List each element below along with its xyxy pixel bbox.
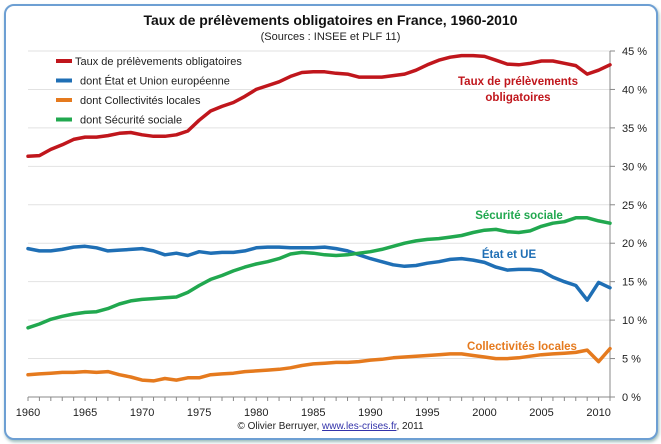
label-securite: Sécurité sociale	[475, 210, 563, 222]
label-collectivites: Collectivités locales	[467, 341, 577, 353]
series-line-2	[26, 346, 612, 383]
x-tick-label: 2005	[529, 407, 553, 419]
chart-subtitle: (Sources : INSEE et PLF 11)	[260, 31, 401, 43]
y-tick-label: 15 %	[622, 277, 647, 289]
y-tick-label: 10 %	[622, 315, 647, 327]
legend-label: dont État et Union européenne	[80, 75, 230, 88]
x-tick-label: 1990	[358, 407, 382, 419]
y-tick-label: 40 %	[622, 84, 647, 96]
chart-title: Taux de prélèvements obligatoires en Fra…	[143, 12, 518, 28]
x-tick-label: 1975	[187, 407, 211, 419]
y-tick-label: 30 %	[622, 161, 647, 173]
y-tick-label: 35 %	[622, 123, 647, 135]
footer-prefix: © Olivier Berruyer,	[237, 421, 323, 432]
x-tick-label: 1960	[16, 407, 40, 419]
x-tick-label: 1980	[244, 407, 268, 419]
y-tick-label: 0 %	[622, 392, 641, 404]
y-tick-label: 20 %	[622, 238, 647, 250]
legend-label: dont Collectivités locales	[80, 95, 201, 107]
x-tick-label: 1995	[415, 407, 439, 419]
footer-credit: © Olivier Berruyer, www.les-crises.fr, 2…	[0, 421, 661, 432]
y-tick-label: 45 %	[622, 46, 647, 58]
series-line-0	[26, 53, 612, 159]
legend-label: Taux de prélèvements obligatoires	[75, 56, 242, 68]
label-total: Taux de prélèvements	[458, 76, 578, 88]
x-tick-label: 1970	[130, 407, 154, 419]
x-tick-label: 1965	[73, 407, 97, 419]
y-tick-label: 25 %	[622, 200, 647, 212]
label-etat: État et UE	[482, 248, 537, 261]
footer-suffix: , 2011	[396, 421, 424, 432]
x-tick-label: 1985	[301, 407, 325, 419]
label-total: obligatoires	[485, 92, 550, 104]
series-line-3	[26, 216, 612, 330]
chart-frame	[4, 4, 658, 440]
y-tick-label: 5 %	[622, 354, 641, 366]
series-line-1	[26, 244, 612, 302]
legend-label: dont Sécurité sociale	[80, 115, 182, 127]
x-tick-label: 2000	[472, 407, 496, 419]
x-tick-label: 2010	[586, 407, 610, 419]
footer-link[interactable]: www.les-crises.fr	[322, 421, 397, 432]
